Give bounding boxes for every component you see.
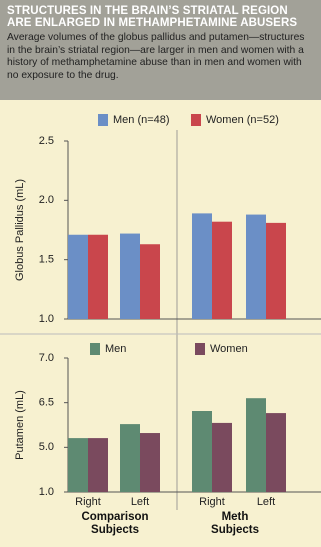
y-tick-label: 6.5 [39,397,54,409]
header: STRUCTURES IN THE BRAIN’S STRIATAL REGIO… [0,0,321,100]
legend-swatch [98,114,108,126]
y-tick-label: 5.0 [39,441,54,453]
bar [192,213,212,319]
y-axis-label: Putamen (mL) [14,390,26,460]
bar [88,234,108,319]
group-label: Meth Subjects [211,511,259,536]
chart: 1.0 1.5 2.0 2.5 Globus Pallidus (mL) Men (n=4… [0,114,321,510]
legend-swatch [191,114,201,126]
y-axis-label: Globus Pallidus (mL) [14,179,26,281]
y-tick-label: 2.0 [39,194,54,206]
legend-swatch [195,343,205,355]
legend-swatch [90,343,100,355]
legend-label: Women [210,343,248,355]
bar [266,413,286,492]
bar [140,433,160,492]
legend-label: Women (n=52) [206,114,279,126]
description: Average volumes of the globus pallidus a… [7,32,305,81]
legend-label: Men (n=48) [113,114,170,126]
bar [246,214,266,319]
x-tick-label: Left [257,496,275,508]
bar [88,438,108,492]
bar [246,398,266,492]
legend-label: Men [105,343,126,355]
bar [192,411,212,492]
x-tick-label: Right [75,496,101,508]
bar [120,233,140,319]
bar [266,222,286,319]
group-label: Comparison Subjects [81,511,149,536]
y-tick-label: 7.0 [39,352,54,364]
bar [212,221,232,319]
y-tick-label: 1.5 [39,254,54,266]
bar [68,438,88,492]
x-tick-label: Right [199,496,225,508]
bar [212,422,232,492]
title: STRUCTURES IN THE BRAIN’S STRIATAL REGIO… [7,5,298,29]
bar [68,234,88,319]
y-tick-label: 2.5 [39,135,54,147]
bar [140,244,160,319]
y-tick-label: 1.0 [39,486,54,498]
y-tick-label: 1.0 [39,313,54,325]
x-tick-label: Left [131,496,149,508]
bar [120,424,140,492]
